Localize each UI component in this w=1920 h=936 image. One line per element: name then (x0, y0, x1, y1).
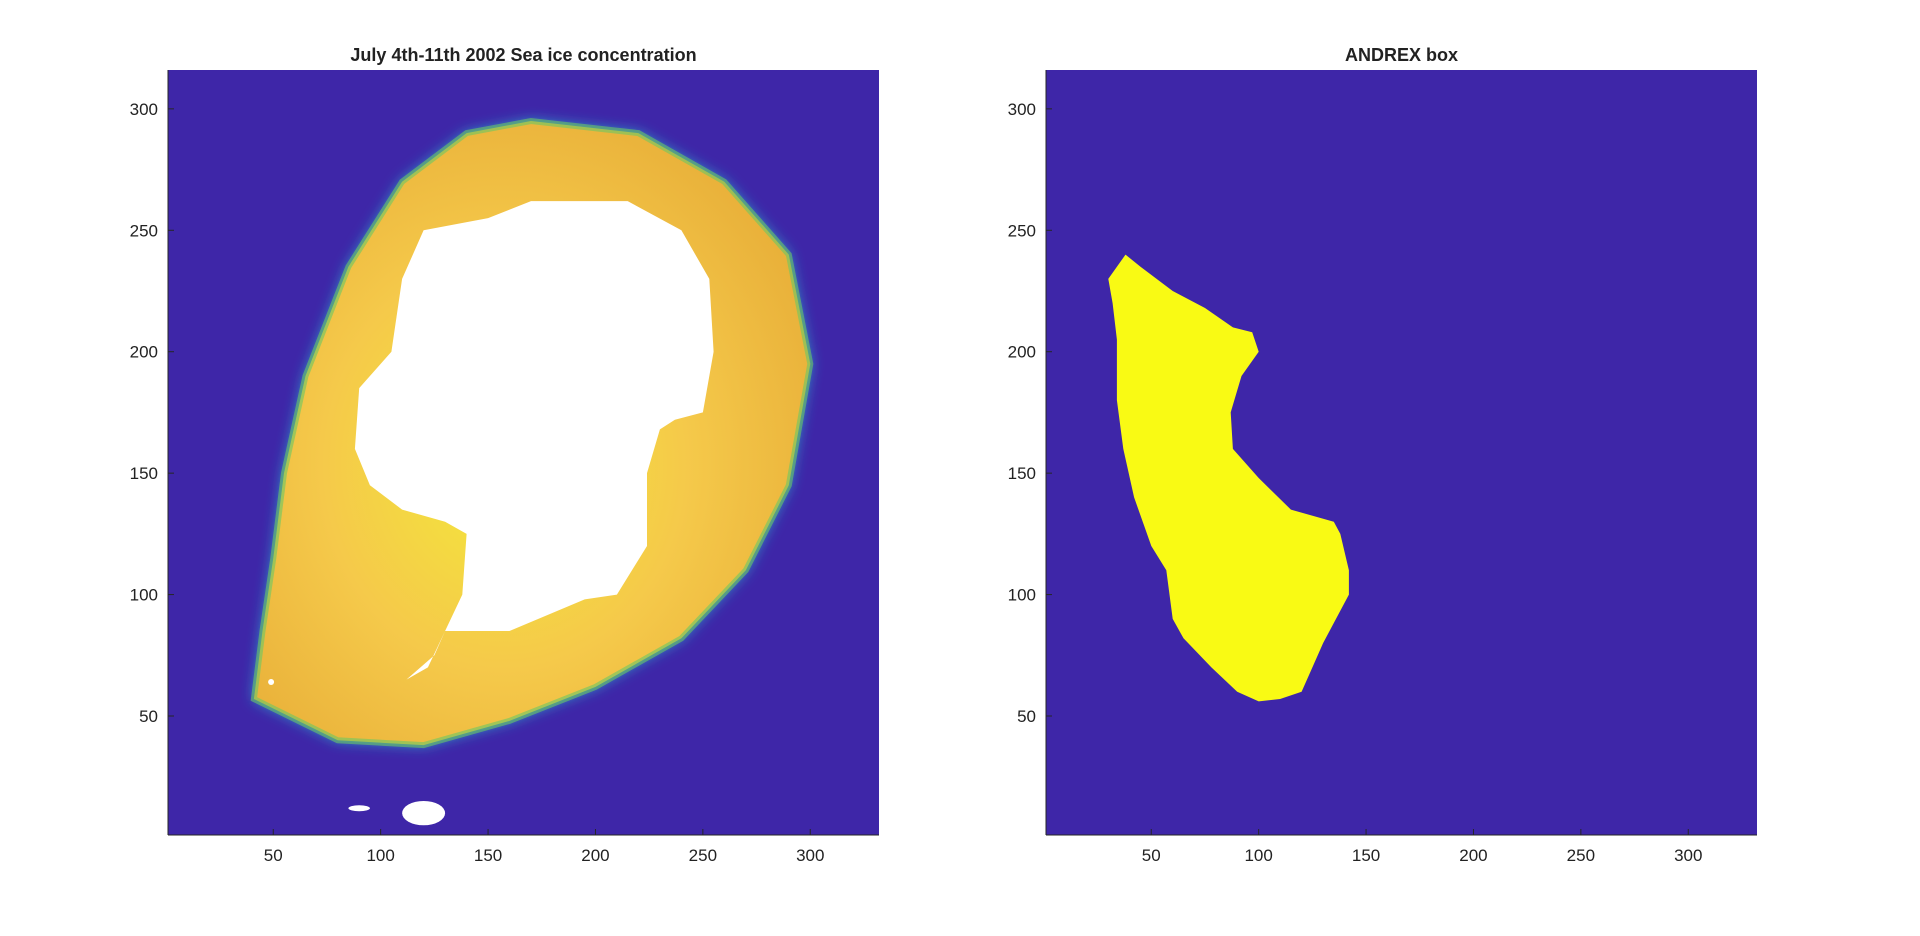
y-tick-label: 150 (1008, 464, 1036, 483)
land-mask-island-3 (402, 801, 446, 826)
land-mask-island-2 (348, 805, 370, 812)
y-tick-label: 200 (1008, 343, 1036, 362)
y-tick-label: 300 (130, 100, 158, 119)
x-tick-label: 50 (1142, 846, 1161, 865)
x-tick-label: 250 (689, 846, 717, 865)
chart-title: ANDREX box (1345, 45, 1458, 65)
land-mask-island-1 (268, 679, 275, 685)
heatmap-area (1046, 70, 1757, 835)
x-tick-label: 100 (1244, 846, 1272, 865)
y-tick-label: 150 (130, 464, 158, 483)
x-tick-label: 50 (264, 846, 283, 865)
y-tick-label: 200 (130, 343, 158, 362)
chart-panel-2: 50 100 150 200 250 300 50 100 150 200 250 300 ANDREX… (1008, 45, 1757, 865)
y-tick-label: 50 (139, 707, 158, 726)
chart-title: July 4th-11th 2002 Sea ice concentration (350, 45, 696, 65)
x-tick-label: 200 (581, 846, 609, 865)
andrex-region (1108, 254, 1349, 702)
y-tick-label: 100 (130, 586, 158, 605)
x-tick-label: 200 (1459, 846, 1487, 865)
x-tick-label: 100 (366, 846, 394, 865)
x-tick-label: 250 (1567, 846, 1595, 865)
heatmap-area (168, 70, 879, 835)
chart-panel-1: 50 100 150 200 250 300 50 100 150 200 250 300 July 4… (130, 45, 879, 865)
x-tick-label: 300 (1674, 846, 1702, 865)
y-tick-label: 250 (130, 221, 158, 240)
x-tick-label: 300 (796, 846, 824, 865)
y-tick-label: 250 (1008, 221, 1036, 240)
x-tick-label: 150 (474, 846, 502, 865)
y-tick-label: 300 (1008, 100, 1036, 119)
y-tick-label: 100 (1008, 586, 1036, 605)
x-tick-label: 150 (1352, 846, 1380, 865)
land-mask-continent (354, 201, 714, 680)
y-tick-label: 50 (1017, 707, 1036, 726)
